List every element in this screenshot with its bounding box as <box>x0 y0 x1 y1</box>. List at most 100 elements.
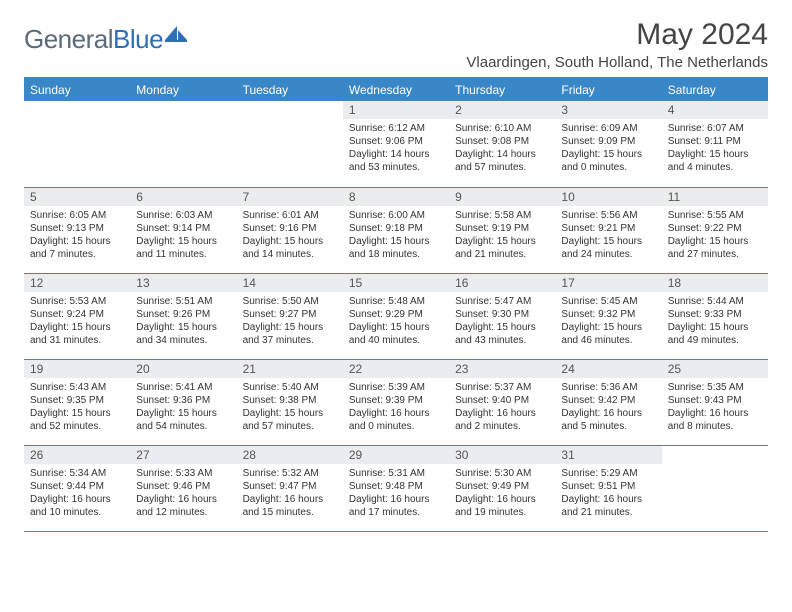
daylight-line: Daylight: 16 hours and 0 minutes. <box>349 407 443 433</box>
day-number: 31 <box>555 446 661 464</box>
day-details: Sunrise: 5:44 AMSunset: 9:33 PMDaylight:… <box>662 292 768 351</box>
sunrise-line: Sunrise: 5:36 AM <box>561 381 655 394</box>
day-number: 16 <box>449 274 555 292</box>
weekday-header: Monday <box>130 78 236 101</box>
title-block: May 2024 Vlaardingen, South Holland, The… <box>466 18 768 71</box>
calendar-cell: 31Sunrise: 5:29 AMSunset: 9:51 PMDayligh… <box>555 445 661 531</box>
sunrise-line: Sunrise: 5:34 AM <box>30 467 124 480</box>
sunset-line: Sunset: 9:21 PM <box>561 222 655 235</box>
day-number: 5 <box>24 188 130 206</box>
calendar-cell: 13Sunrise: 5:51 AMSunset: 9:26 PMDayligh… <box>130 273 236 359</box>
sunset-line: Sunset: 9:42 PM <box>561 394 655 407</box>
day-details: Sunrise: 5:53 AMSunset: 9:24 PMDaylight:… <box>24 292 130 351</box>
calendar-cell: 3Sunrise: 6:09 AMSunset: 9:09 PMDaylight… <box>555 101 661 187</box>
day-details: Sunrise: 6:01 AMSunset: 9:16 PMDaylight:… <box>237 206 343 265</box>
sunset-line: Sunset: 9:49 PM <box>455 480 549 493</box>
day-details: Sunrise: 5:56 AMSunset: 9:21 PMDaylight:… <box>555 206 661 265</box>
calendar-cell: 17Sunrise: 5:45 AMSunset: 9:32 PMDayligh… <box>555 273 661 359</box>
sunset-line: Sunset: 9:16 PM <box>243 222 337 235</box>
day-details: Sunrise: 5:43 AMSunset: 9:35 PMDaylight:… <box>24 378 130 437</box>
sunset-line: Sunset: 9:19 PM <box>455 222 549 235</box>
sunset-line: Sunset: 9:33 PM <box>668 308 762 321</box>
day-number: 17 <box>555 274 661 292</box>
calendar-week-row: 26Sunrise: 5:34 AMSunset: 9:44 PMDayligh… <box>24 445 768 531</box>
calendar-week-row: 12Sunrise: 5:53 AMSunset: 9:24 PMDayligh… <box>24 273 768 359</box>
sunset-line: Sunset: 9:13 PM <box>30 222 124 235</box>
calendar-cell <box>662 445 768 531</box>
day-number: 24 <box>555 360 661 378</box>
logo-sail-icon <box>165 18 187 49</box>
day-number: 27 <box>130 446 236 464</box>
day-number: 23 <box>449 360 555 378</box>
day-details: Sunrise: 6:07 AMSunset: 9:11 PMDaylight:… <box>662 119 768 178</box>
sunrise-line: Sunrise: 5:50 AM <box>243 295 337 308</box>
calendar-cell: 20Sunrise: 5:41 AMSunset: 9:36 PMDayligh… <box>130 359 236 445</box>
daylight-line: Daylight: 16 hours and 2 minutes. <box>455 407 549 433</box>
sunrise-line: Sunrise: 6:09 AM <box>561 122 655 135</box>
daylight-line: Daylight: 16 hours and 10 minutes. <box>30 493 124 519</box>
sunset-line: Sunset: 9:24 PM <box>30 308 124 321</box>
calendar-cell: 2Sunrise: 6:10 AMSunset: 9:08 PMDaylight… <box>449 101 555 187</box>
day-details: Sunrise: 6:12 AMSunset: 9:06 PMDaylight:… <box>343 119 449 178</box>
sunset-line: Sunset: 9:46 PM <box>136 480 230 493</box>
daylight-line: Daylight: 15 hours and 49 minutes. <box>668 321 762 347</box>
daylight-line: Daylight: 15 hours and 14 minutes. <box>243 235 337 261</box>
calendar-page: GeneralBlue May 2024 Vlaardingen, South … <box>0 0 792 550</box>
daylight-line: Daylight: 15 hours and 0 minutes. <box>561 148 655 174</box>
sunrise-line: Sunrise: 5:33 AM <box>136 467 230 480</box>
day-number: 20 <box>130 360 236 378</box>
sunrise-line: Sunrise: 6:10 AM <box>455 122 549 135</box>
day-number: 8 <box>343 188 449 206</box>
sunrise-line: Sunrise: 6:07 AM <box>668 122 762 135</box>
sunset-line: Sunset: 9:40 PM <box>455 394 549 407</box>
calendar-cell: 28Sunrise: 5:32 AMSunset: 9:47 PMDayligh… <box>237 445 343 531</box>
sunset-line: Sunset: 9:18 PM <box>349 222 443 235</box>
daylight-line: Daylight: 16 hours and 19 minutes. <box>455 493 549 519</box>
daylight-line: Daylight: 16 hours and 21 minutes. <box>561 493 655 519</box>
sunrise-line: Sunrise: 5:55 AM <box>668 209 762 222</box>
sunrise-line: Sunrise: 5:48 AM <box>349 295 443 308</box>
day-details: Sunrise: 5:35 AMSunset: 9:43 PMDaylight:… <box>662 378 768 437</box>
day-details: Sunrise: 5:58 AMSunset: 9:19 PMDaylight:… <box>449 206 555 265</box>
sunset-line: Sunset: 9:06 PM <box>349 135 443 148</box>
month-title: May 2024 <box>466 18 768 52</box>
day-number: 11 <box>662 188 768 206</box>
sunrise-line: Sunrise: 5:32 AM <box>243 467 337 480</box>
daylight-line: Daylight: 15 hours and 7 minutes. <box>30 235 124 261</box>
day-details: Sunrise: 6:10 AMSunset: 9:08 PMDaylight:… <box>449 119 555 178</box>
sunset-line: Sunset: 9:43 PM <box>668 394 762 407</box>
day-number: 14 <box>237 274 343 292</box>
calendar-cell: 19Sunrise: 5:43 AMSunset: 9:35 PMDayligh… <box>24 359 130 445</box>
weekday-header: Saturday <box>662 78 768 101</box>
daylight-line: Daylight: 14 hours and 53 minutes. <box>349 148 443 174</box>
day-number: 15 <box>343 274 449 292</box>
sunrise-line: Sunrise: 5:58 AM <box>455 209 549 222</box>
daylight-line: Daylight: 16 hours and 15 minutes. <box>243 493 337 519</box>
sunrise-line: Sunrise: 5:44 AM <box>668 295 762 308</box>
day-number: 6 <box>130 188 236 206</box>
sunrise-line: Sunrise: 6:12 AM <box>349 122 443 135</box>
sunrise-line: Sunrise: 6:05 AM <box>30 209 124 222</box>
sunrise-line: Sunrise: 5:53 AM <box>30 295 124 308</box>
sunset-line: Sunset: 9:51 PM <box>561 480 655 493</box>
calendar-cell <box>24 101 130 187</box>
weekday-header: Friday <box>555 78 661 101</box>
sunset-line: Sunset: 9:36 PM <box>136 394 230 407</box>
daylight-line: Daylight: 15 hours and 46 minutes. <box>561 321 655 347</box>
daylight-line: Daylight: 15 hours and 11 minutes. <box>136 235 230 261</box>
day-number: 13 <box>130 274 236 292</box>
calendar-cell: 18Sunrise: 5:44 AMSunset: 9:33 PMDayligh… <box>662 273 768 359</box>
sunset-line: Sunset: 9:08 PM <box>455 135 549 148</box>
daylight-line: Daylight: 15 hours and 37 minutes. <box>243 321 337 347</box>
day-details: Sunrise: 5:29 AMSunset: 9:51 PMDaylight:… <box>555 464 661 523</box>
daylight-line: Daylight: 15 hours and 54 minutes. <box>136 407 230 433</box>
brand-part1: General <box>24 24 113 55</box>
sunrise-line: Sunrise: 6:03 AM <box>136 209 230 222</box>
calendar-cell: 16Sunrise: 5:47 AMSunset: 9:30 PMDayligh… <box>449 273 555 359</box>
header: GeneralBlue May 2024 Vlaardingen, South … <box>24 18 768 71</box>
calendar-cell: 23Sunrise: 5:37 AMSunset: 9:40 PMDayligh… <box>449 359 555 445</box>
day-details: Sunrise: 5:36 AMSunset: 9:42 PMDaylight:… <box>555 378 661 437</box>
calendar-cell: 30Sunrise: 5:30 AMSunset: 9:49 PMDayligh… <box>449 445 555 531</box>
day-number: 26 <box>24 446 130 464</box>
day-details: Sunrise: 5:31 AMSunset: 9:48 PMDaylight:… <box>343 464 449 523</box>
